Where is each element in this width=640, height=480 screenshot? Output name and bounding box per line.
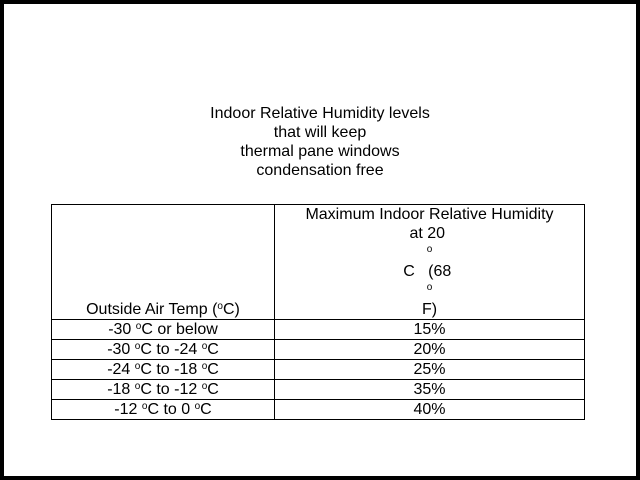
table-row: -30 oC or below 15% [51,319,585,340]
header-text: at 20 [409,225,450,242]
title-line: condensation free [256,162,384,179]
cell-text: C to -12 [140,381,202,398]
cell-text: C [207,381,219,398]
cell-outside-temp: -24 oC to -18 oC [51,359,275,380]
cell-text: C to -18 [140,361,202,378]
cell-text: -30 [107,341,135,358]
cell-text: -24 [107,361,135,378]
header-text: Outside Air Temp ( [86,301,218,318]
cell-outside-temp: -30 oC or below [51,319,275,340]
cell-outside-temp: -12 oC to 0 oC [51,399,275,420]
header-text-line2: at 20 o C (68 o F) [275,224,584,319]
header-text: F) [421,301,438,318]
degree-superscript: o [135,321,142,332]
cell-text: C [207,341,219,358]
cell-max-humidity: 40% [274,399,585,420]
cell-text: C [207,361,219,378]
cell-max-humidity: 20% [274,339,585,360]
table-row: -12 oC to 0 oC 40% [51,399,585,420]
cell-max-humidity: 25% [274,359,585,380]
title-line: Indoor Relative Humidity levels [210,105,430,122]
cell-outside-temp: -18 oC to -12 oC [51,379,275,400]
table-row: -18 oC to -12 oC 35% [51,379,585,400]
degree-superscript: o [201,361,208,372]
header-text: Maximum Indoor Relative Humidity [305,206,554,223]
degree-superscript: o [134,341,141,352]
cell-max-humidity: 15% [274,319,585,340]
cell-text: -30 [108,321,136,338]
degree-superscript: o [426,244,433,255]
cell-text: C to -24 [140,341,202,358]
degree-superscript: o [201,381,208,392]
degree-superscript: o [426,282,433,293]
title-line: that will keep [273,124,367,141]
degree-superscript: o [217,301,223,312]
header-text: C (68 [403,263,456,280]
header-max-indoor-humidity: Maximum Indoor Relative Humidity at 20 o… [274,204,585,320]
table-row: -30 oC to -24 oC 20% [51,339,585,360]
cell-text: -12 [114,401,142,418]
cell-text: C or below [141,321,218,338]
table-row: -24 oC to -18 oC 25% [51,359,585,380]
cell-text: -18 [107,381,135,398]
degree-superscript: o [134,381,141,392]
degree-superscript: o [141,401,148,412]
cell-text: C [200,401,212,418]
degree-superscript: o [201,341,208,352]
degree-superscript: o [194,401,201,412]
cell-outside-temp: -30 oC to -24 oC [51,339,275,360]
table-body: -30 oC or below 15% -30 oC to -24 oC 20% -24… [51,319,585,420]
cell-text: C to 0 [147,401,195,418]
humidity-table: Outside Air Temp (oC) Maximum Indoor Rel… [51,204,585,420]
table-header-row: Outside Air Temp (oC) Maximum Indoor Rel… [51,204,585,320]
degree-superscript: o [134,361,141,372]
header-outside-air-temp: Outside Air Temp (oC) [51,204,275,320]
header-text: C) [222,301,240,318]
title-line: thermal pane windows [240,143,400,160]
slide: Indoor Relative Humidity levels that wil… [4,4,636,476]
cell-max-humidity: 35% [274,379,585,400]
slide-title: Indoor Relative Humidity levels that wil… [4,104,636,180]
